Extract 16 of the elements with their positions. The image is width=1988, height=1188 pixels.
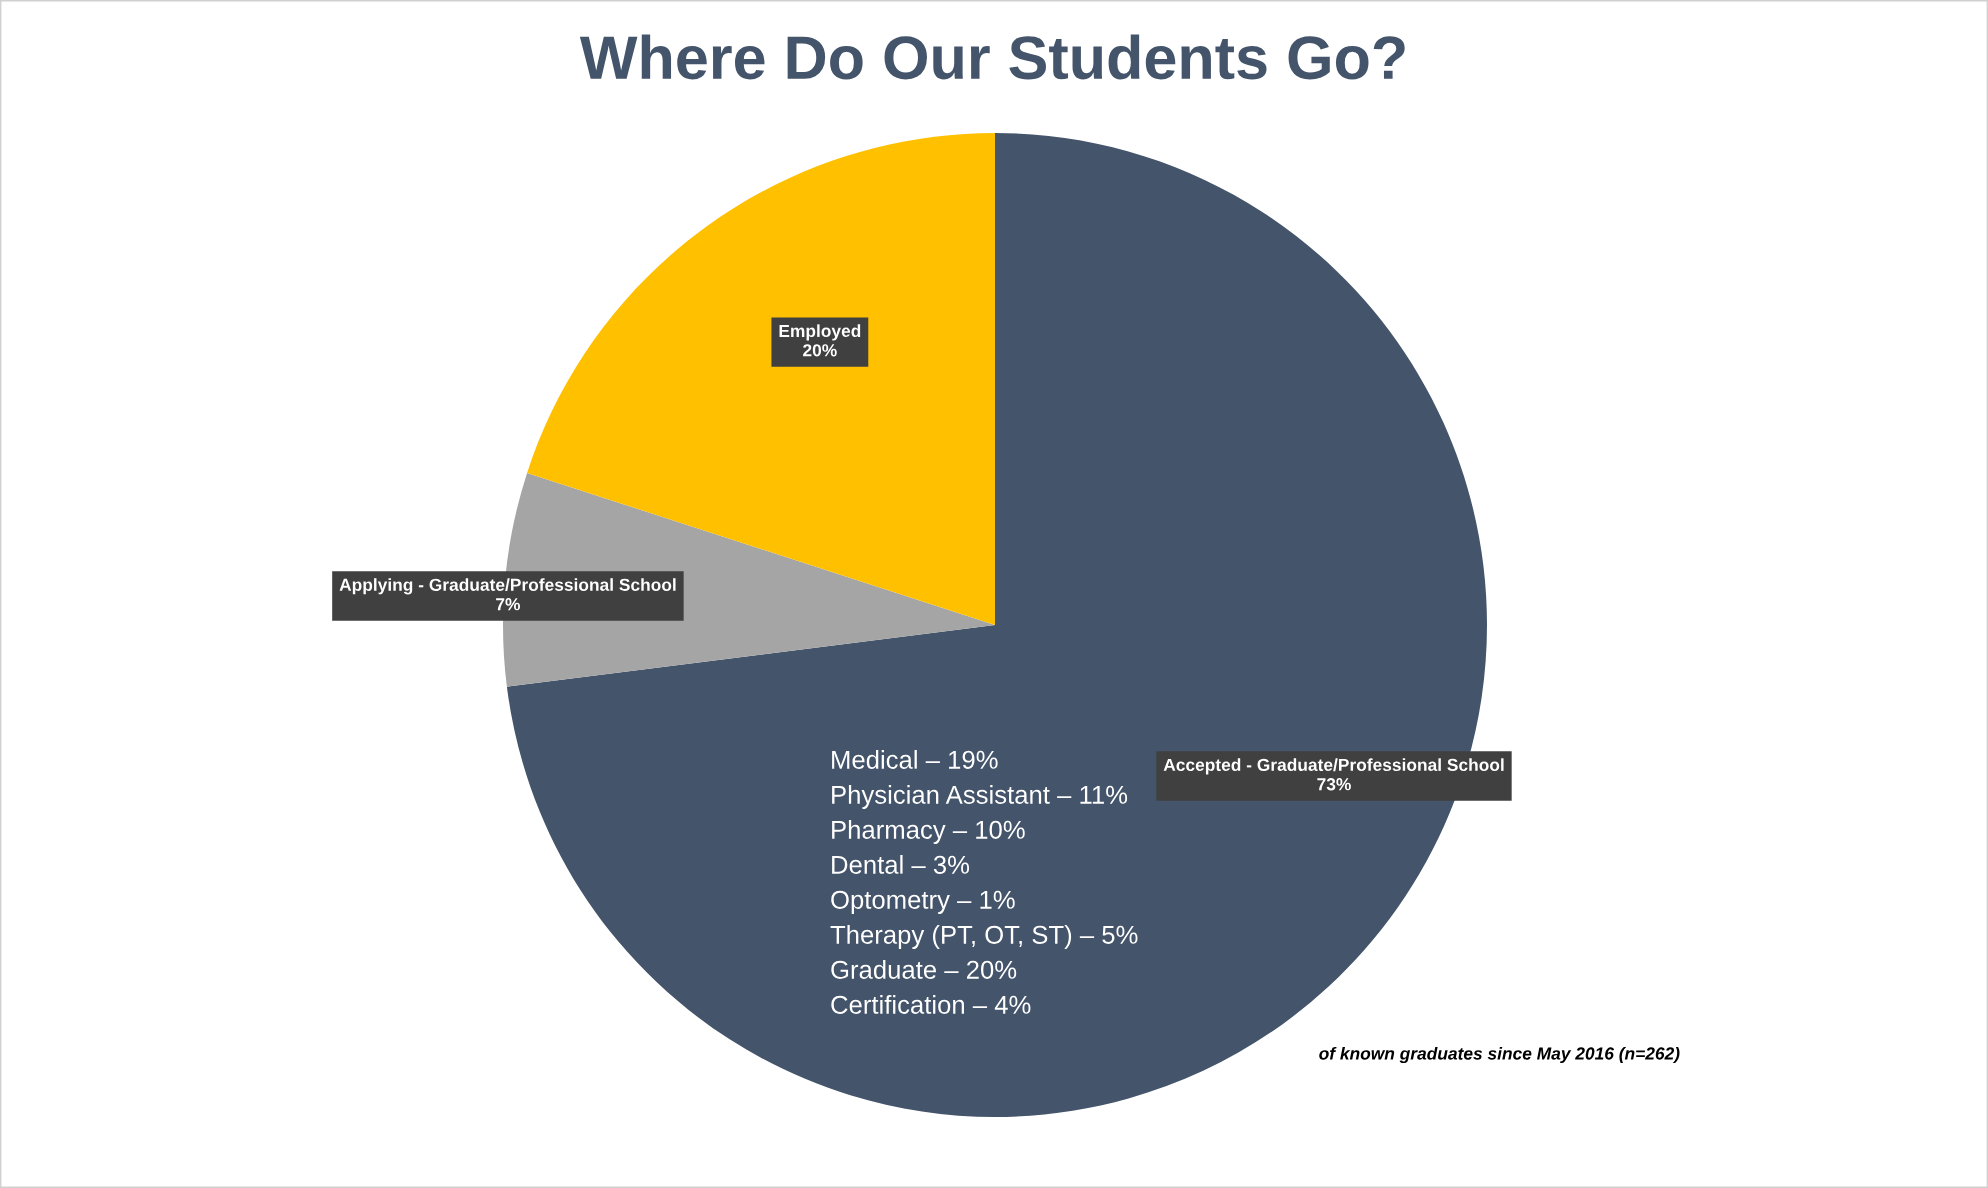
data-label: 73% bbox=[1317, 778, 1351, 791]
text: Graduate – 20% bbox=[831, 960, 1017, 979]
text: of known graduates since May 2016 (n=262) bbox=[1319, 1046, 1680, 1064]
text: Pharmacy – 10% bbox=[832, 820, 1025, 844]
chart-title: Where Do Our Students Go? bbox=[579, 34, 1405, 80]
slice-label: Employed bbox=[779, 324, 861, 341]
text: Medical – 19% bbox=[832, 750, 998, 769]
text: Therapy (PT, OT, ST) – 5% bbox=[830, 925, 1138, 949]
data-label: 7% bbox=[496, 598, 521, 611]
text: Physician Assistant – 11% bbox=[832, 785, 1128, 809]
slice-label: Applying - Graduate/Professional School bbox=[339, 578, 676, 595]
data-label: 20% bbox=[803, 344, 837, 357]
text: Dental – 3% bbox=[832, 855, 970, 874]
text: Certification – 4% bbox=[831, 995, 1031, 1014]
slice-label: Accepted - Graduate/Professional School bbox=[1163, 758, 1504, 775]
text: Optometry – 1% bbox=[831, 890, 1015, 914]
